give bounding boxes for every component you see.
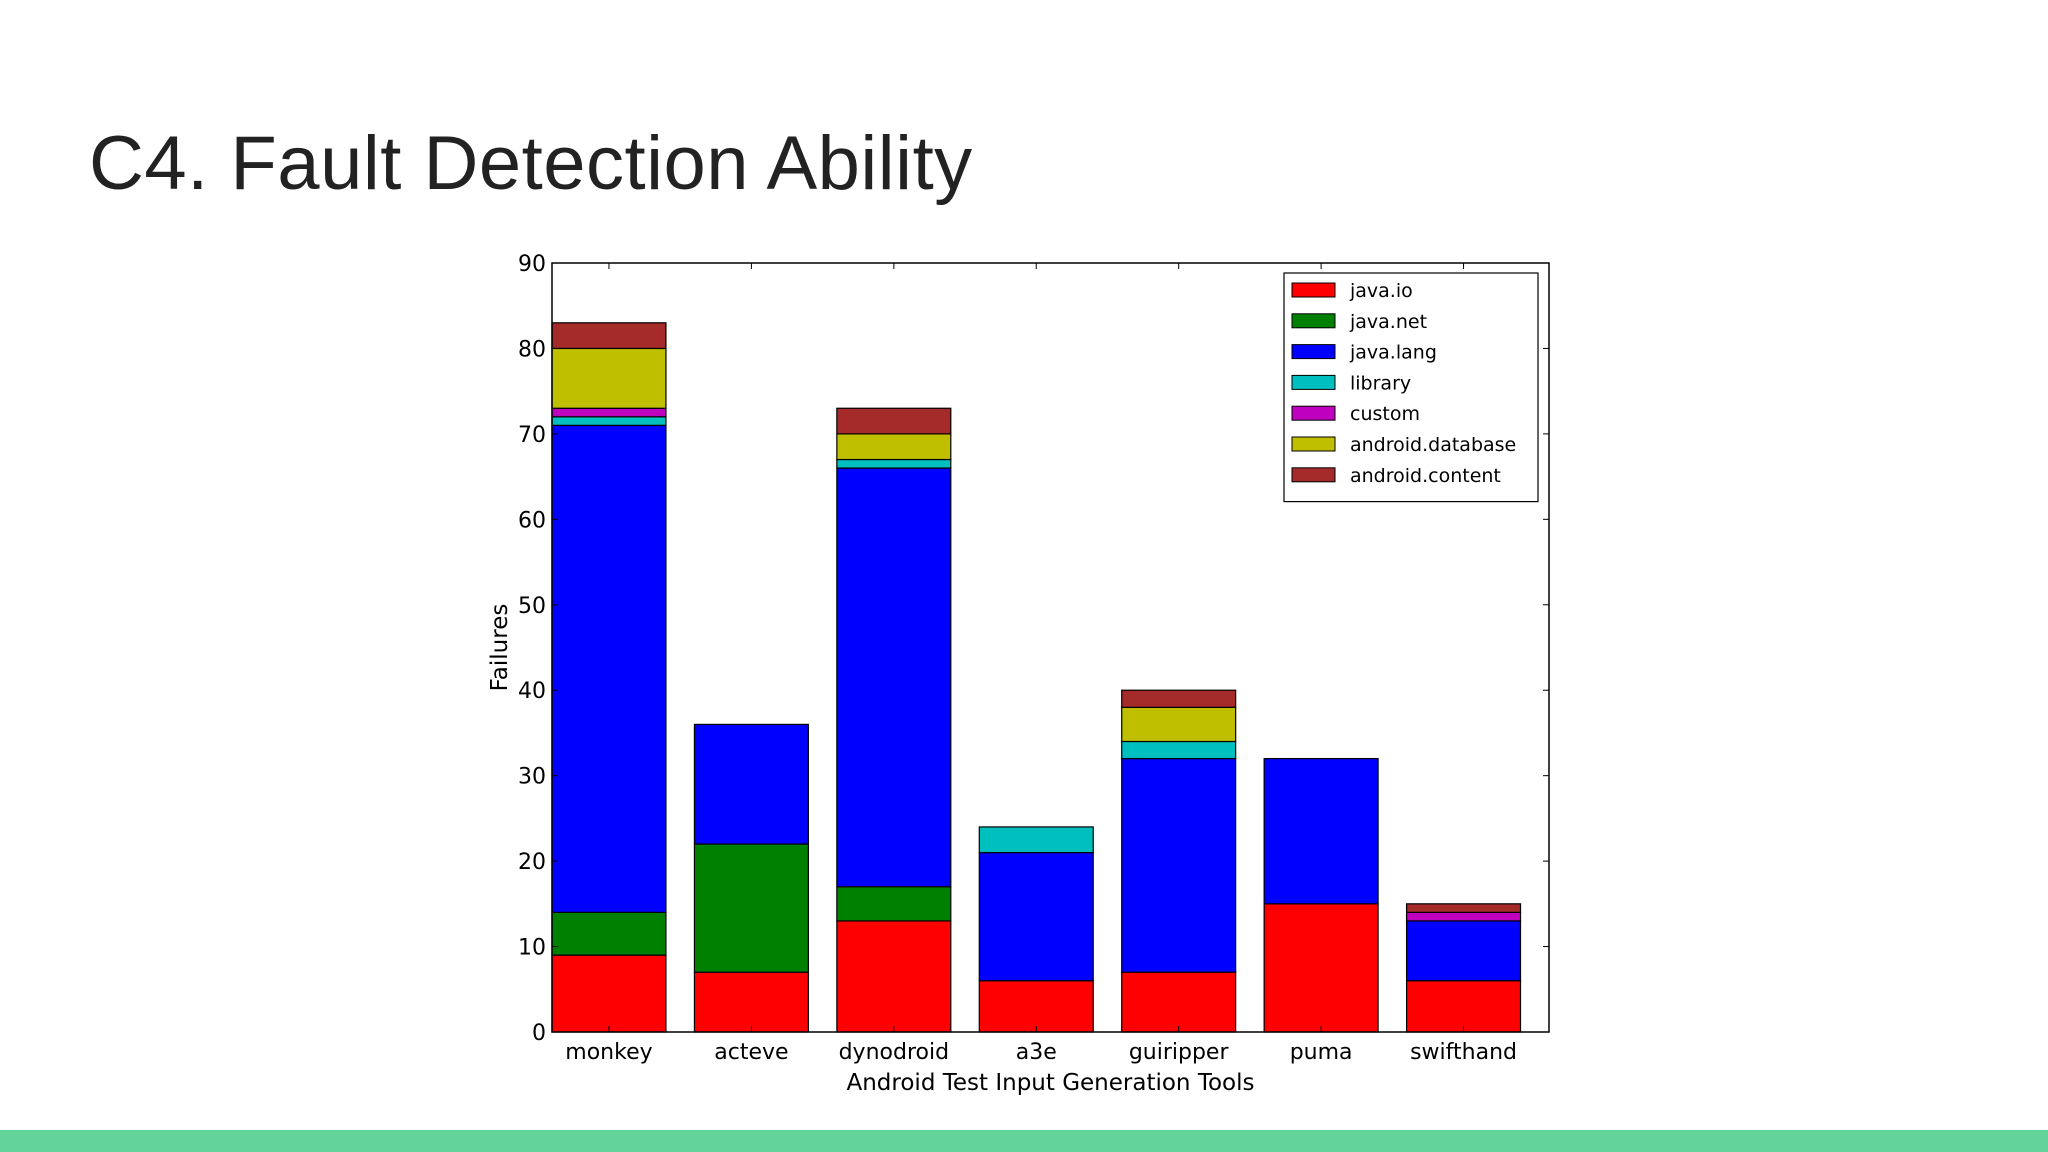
x-tick-label-a3e: a3e: [1016, 1040, 1057, 1065]
bar-segment-acteve-java-lang: [693, 723, 809, 845]
bar-segment-puma-java-io: [1263, 903, 1379, 1033]
y-tick-label-80: 80: [518, 337, 546, 362]
bar-segment-dynodroid-java-net: [836, 886, 952, 922]
y-tick-label-50: 50: [518, 594, 546, 619]
y-tick-label-70: 70: [518, 423, 546, 448]
bar-segment-puma-java-lang: [1263, 757, 1379, 905]
bar-segment-guiripper-java-io: [1121, 971, 1237, 1033]
legend-label-java-net: java.net: [1349, 311, 1427, 333]
bar-segment-swifthand-java-lang: [1405, 920, 1522, 982]
legend-label-java-lang: java.lang: [1349, 342, 1437, 364]
legend-label-android-content: android.content: [1350, 465, 1501, 487]
legend-swatch-library: [1291, 374, 1336, 390]
x-tick-label-monkey: monkey: [565, 1040, 652, 1065]
bars-group: [551, 322, 1522, 1033]
bar-segment-dynodroid-android-database: [836, 433, 952, 461]
bar-segment-guiripper-android-content: [1121, 689, 1237, 708]
bar-segment-dynodroid-android-content: [836, 407, 952, 435]
x-tick-label-guiripper: guiripper: [1129, 1040, 1230, 1065]
bar-segment-monkey-library: [551, 416, 667, 426]
legend-label-library: library: [1350, 372, 1411, 394]
bottom-accent-bar: [0, 1130, 2048, 1152]
bar-segment-dynodroid-library: [836, 458, 952, 469]
bar-segment-guiripper-java-lang: [1121, 757, 1237, 973]
y-tick-label-60: 60: [518, 508, 546, 533]
x-axis-label: Android Test Input Generation Tools: [847, 1070, 1255, 1096]
bar-segment-a3e-library: [978, 826, 1094, 854]
legend: java.io java.net java.lang library custom and…: [1283, 272, 1539, 503]
bar-segment-swifthand-java-io: [1405, 980, 1522, 1033]
x-tick-label-puma: puma: [1290, 1040, 1353, 1065]
bar-segment-guiripper-library: [1121, 740, 1237, 760]
x-tick-label-swifthand: swifthand: [1410, 1040, 1517, 1065]
bar-segment-monkey-java-net: [551, 911, 667, 956]
y-tick-label-0: 0: [532, 1021, 546, 1046]
y-axis-label: Failures: [487, 604, 513, 692]
bar-segment-dynodroid-java-lang: [836, 467, 952, 888]
legend-swatch-custom: [1291, 405, 1336, 421]
y-tick-label-10: 10: [518, 936, 546, 961]
legend-label-android-database: android.database: [1350, 434, 1516, 456]
x-tick-label-dynodroid: dynodroid: [839, 1040, 949, 1065]
y-tick-label-40: 40: [518, 679, 546, 704]
bar-segment-monkey-java-io: [551, 954, 667, 1033]
y-tick-label-30: 30: [518, 765, 546, 790]
bar-segment-monkey-android-database: [551, 347, 667, 409]
bar-segment-swifthand-android-content: [1405, 903, 1522, 913]
legend-swatch-java-io: [1291, 282, 1336, 298]
slide-title: C4. Fault Detection Ability: [89, 121, 973, 206]
bar-segment-acteve-java-io: [693, 971, 809, 1033]
bar-segment-monkey-android-content: [551, 322, 667, 350]
bar-segment-dynodroid-java-io: [836, 920, 952, 1033]
legend-label-custom: custom: [1350, 403, 1420, 425]
y-tick-label-20: 20: [518, 850, 546, 875]
bar-segment-a3e-java-io: [978, 980, 1094, 1033]
bar-segment-swifthand-custom: [1405, 911, 1522, 922]
legend-swatch-java-net: [1291, 313, 1336, 329]
bar-segment-acteve-java-net: [693, 843, 809, 973]
plot-frame: [551, 262, 1550, 1033]
bar-segment-monkey-custom: [551, 407, 667, 418]
bar-segment-guiripper-android-database: [1121, 706, 1237, 743]
bar-segment-a3e-java-lang: [978, 851, 1094, 982]
legend-swatch-java-lang: [1291, 344, 1336, 360]
bar-segment-monkey-java-lang: [551, 424, 667, 913]
x-tick-label-acteve: acteve: [714, 1040, 788, 1065]
axis-ticks: monkey acteve dynodroid a3e guiripper puma swi…: [518, 252, 1549, 1065]
legend-swatch-android-content: [1291, 467, 1336, 483]
legend-swatch-android-database: [1291, 436, 1336, 452]
legend-label-java-io: java.io: [1349, 280, 1413, 302]
y-tick-label-90: 90: [518, 252, 546, 277]
